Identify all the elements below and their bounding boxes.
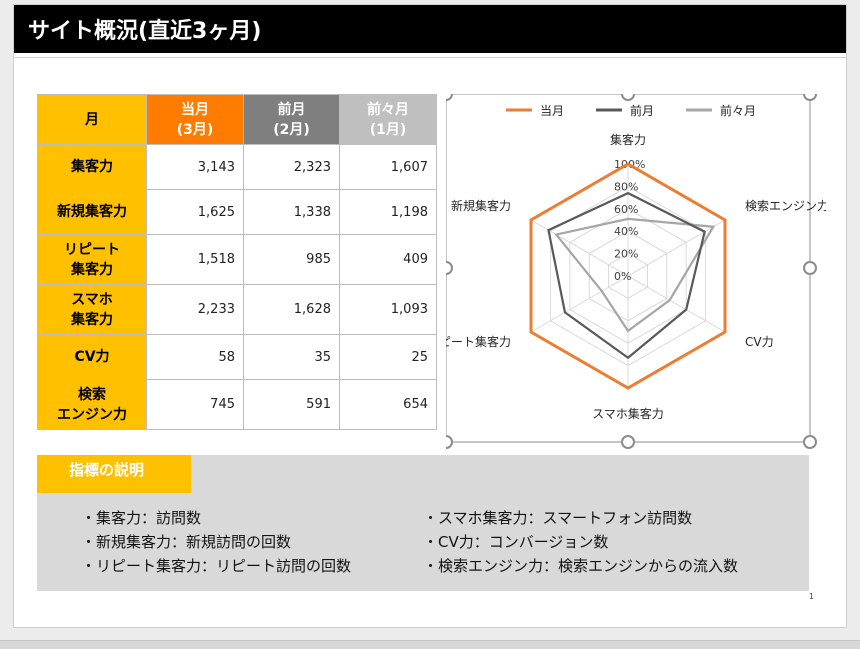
radar-chart-frame[interactable]: 0%20%40%60%80%100%集客力検索エンジン力CV力スマホ集客力リピー… xyxy=(446,94,826,449)
indicator-explanation-title: 指標の説明 xyxy=(37,455,191,493)
cell-two-months-ago: 1,198 xyxy=(339,189,437,235)
cell-current: 1,518 xyxy=(146,234,244,285)
two-months-ago-header: 前々月 (1月) xyxy=(339,94,437,145)
resize-handle[interactable] xyxy=(803,94,817,101)
resize-handle[interactable] xyxy=(803,261,817,275)
table-row: リピート 集客力 1,518 985 409 xyxy=(37,234,437,285)
legend-entry: 前々月 xyxy=(720,103,756,118)
radar-tick-label: 80% xyxy=(614,180,638,193)
cell-previous: 591 xyxy=(243,379,340,430)
resize-handle[interactable] xyxy=(621,94,635,101)
indicator-item: ・リピート集客力：リピート訪問の回数 xyxy=(81,557,352,575)
radar-tick-label: 40% xyxy=(614,225,638,238)
radar-spoke xyxy=(530,275,629,333)
cell-two-months-ago: 654 xyxy=(339,379,437,430)
radar-category-label: 検索エンジン力 xyxy=(745,199,826,213)
resize-handle[interactable] xyxy=(446,261,453,275)
indicator-item: ・検索エンジン力：検索エンジンからの流入数 xyxy=(423,557,739,575)
previous-month-header: 前月 (2月) xyxy=(243,94,340,145)
radar-category-label: スマホ集客力 xyxy=(592,406,664,421)
radar-chart[interactable]: 0%20%40%60%80%100%集客力検索エンジン力CV力スマホ集客力リピー… xyxy=(446,94,826,454)
cell-previous: 35 xyxy=(243,334,340,380)
indicator-explanation-box: 指標の説明 ・集客力：訪問数 ・新規集客力：新規訪問の回数 ・リピート集客力：リ… xyxy=(37,455,809,591)
table-row: 集客力 3,143 2,323 1,607 xyxy=(37,144,437,190)
radar-series-line xyxy=(547,191,706,360)
radar-spoke xyxy=(530,219,629,277)
table-row: スマホ 集客力 2,233 1,628 1,093 xyxy=(37,284,437,335)
cell-two-months-ago: 1,093 xyxy=(339,284,437,335)
radar-tick-label: 60% xyxy=(614,203,638,216)
cell-previous: 2,323 xyxy=(243,144,340,190)
radar-category-label: 集客力 xyxy=(610,132,646,147)
radar-category-label: CV力 xyxy=(745,335,774,349)
cell-current: 1,625 xyxy=(146,189,244,235)
page-number: 1 xyxy=(808,592,814,601)
table-row: 新規集客力 1,625 1,338 1,198 xyxy=(37,189,437,235)
row-label: 新規集客力 xyxy=(37,189,147,235)
row-label: CV力 xyxy=(37,334,147,380)
month-header: 月 xyxy=(37,94,147,145)
cell-previous: 1,338 xyxy=(243,189,340,235)
indicator-item: ・スマホ集客力：スマートフォン訪問数 xyxy=(423,509,693,527)
cell-previous: 1,628 xyxy=(243,284,340,335)
radar-category-label: 新規集客力 xyxy=(451,198,511,213)
current-month-header: 当月 (3月) xyxy=(146,94,244,145)
radar-spoke xyxy=(627,219,726,277)
table-row: CV力 58 35 25 xyxy=(37,334,437,380)
resize-handle[interactable] xyxy=(446,435,453,449)
row-label: リピート 集客力 xyxy=(37,234,147,285)
cell-two-months-ago: 1,607 xyxy=(339,144,437,190)
title-divider xyxy=(14,57,846,58)
radar-series-line xyxy=(529,162,727,390)
cell-two-months-ago: 25 xyxy=(339,334,437,380)
cell-previous: 985 xyxy=(243,234,340,285)
resize-handle[interactable] xyxy=(803,435,817,449)
row-label: スマホ 集客力 xyxy=(37,284,147,335)
resize-handle[interactable] xyxy=(621,435,635,449)
radar-series-line xyxy=(554,217,716,333)
radar-spoke xyxy=(627,275,726,333)
slide-title: サイト概況(直近3ヶ月) xyxy=(28,19,262,44)
table-header-row: 月 当月 (3月) 前月 (2月) 前々月 (1月) xyxy=(37,94,437,145)
cell-current: 3,143 xyxy=(146,144,244,190)
indicator-item: ・新規集客力：新規訪問の回数 xyxy=(81,533,292,551)
cell-current: 2,233 xyxy=(146,284,244,335)
row-label: 検索 エンジン力 xyxy=(37,379,147,430)
table-row: 検索 エンジン力 745 591 654 xyxy=(37,379,437,430)
cell-current: 745 xyxy=(146,379,244,430)
indicator-item: ・集客力：訪問数 xyxy=(81,509,202,527)
row-label: 集客力 xyxy=(37,144,147,190)
title-bar: サイト概況(直近3ヶ月) xyxy=(14,5,846,53)
radar-category-label: リピート集客力 xyxy=(446,334,511,349)
legend-entry: 前月 xyxy=(630,103,654,118)
legend-entry: 当月 xyxy=(540,104,564,118)
radar-tick-label: 20% xyxy=(614,248,638,261)
slide: サイト概況(直近3ヶ月) 月 当月 (3月) 前月 (2月) 前々月 (1月) … xyxy=(13,4,847,628)
indicator-item: ・CV力：コンバージョン数 xyxy=(423,533,609,551)
kpi-table: 月 当月 (3月) 前月 (2月) 前々月 (1月) 集客力 3,143 2,3… xyxy=(37,94,437,430)
resize-handle[interactable] xyxy=(446,94,453,101)
bottom-status-bar xyxy=(0,640,860,649)
radar-tick-label: 0% xyxy=(614,270,631,283)
cell-two-months-ago: 409 xyxy=(339,234,437,285)
cell-current: 58 xyxy=(146,334,244,380)
